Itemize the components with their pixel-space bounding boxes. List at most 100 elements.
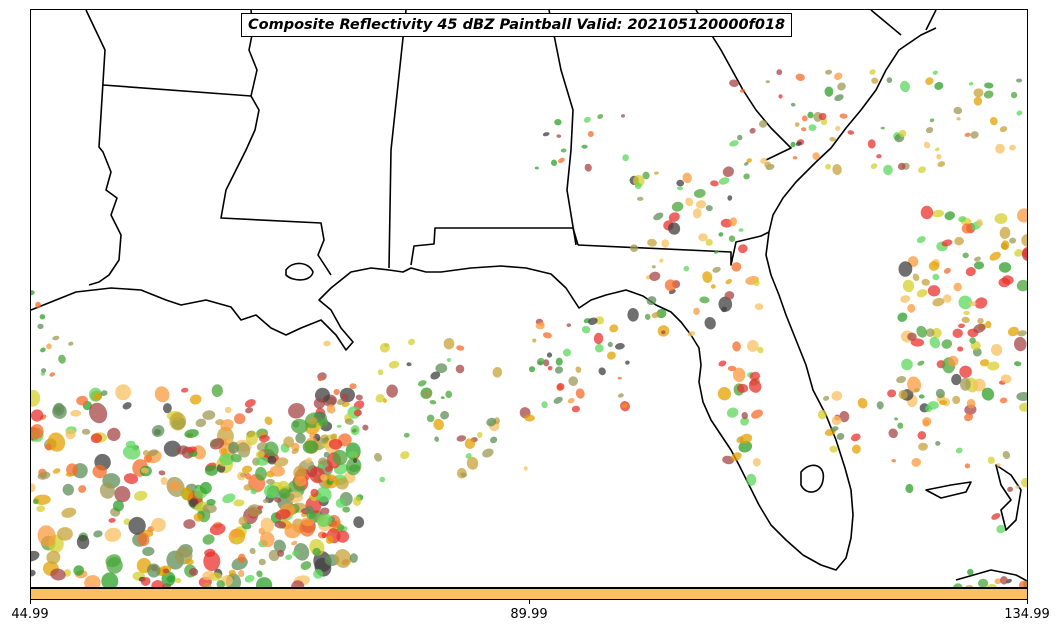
storm-cell [702,271,713,283]
storm-cell [219,453,234,466]
storm-cell [606,351,616,360]
storm-cell [258,558,266,566]
storm-cell [52,468,61,474]
storm-cell [1002,450,1011,460]
storm-cell [1015,485,1020,489]
storm-cell [973,323,986,333]
storm-cell [1014,361,1022,367]
storm-cell [880,126,885,130]
storm-cell [39,314,46,320]
storm-cell [284,523,302,539]
storm-cell [482,448,494,458]
storm-cell [417,380,427,387]
storm-cell [894,417,899,421]
storm-cell [939,400,948,406]
storm-cell [726,407,739,418]
storm-cell [617,393,624,398]
storm-cell [746,339,759,352]
storm-cell [901,358,913,371]
storm-cell [238,516,248,526]
storm-cell [970,131,979,139]
storm-cell [720,218,733,228]
storm-cell [961,223,973,234]
storm-cell [202,534,215,545]
storm-cell [237,471,246,481]
storm-cell [898,129,907,138]
storm-cell [1000,576,1008,585]
storm-cell [310,488,319,498]
lake-okeechobee [800,464,825,493]
storm-cell [275,509,291,520]
storm-cell [765,80,770,84]
storm-cell [546,352,553,358]
storm-cell [168,480,182,491]
storm-cell [687,331,696,337]
storm-cell [710,180,719,187]
storm-cell [65,428,76,440]
storm-cell [568,376,579,386]
storm-cell [829,445,838,453]
storm-cell [318,463,323,469]
storm-cell [174,577,182,584]
storm-cell [581,325,591,334]
storm-cell [162,403,172,414]
storm-cell [264,416,273,426]
storm-cell [913,388,920,393]
storm-cell [929,336,941,349]
storm-cell [989,251,1001,261]
storm-cell [446,357,452,363]
map-canvas [31,10,1027,587]
storm-cell [228,441,239,454]
storm-cell [917,431,927,440]
storm-cell [556,134,562,138]
storm-cell [244,472,252,480]
storm-cell [1021,234,1027,247]
storm-cell [362,424,369,431]
storm-cell [954,236,964,246]
storm-cell [931,327,942,339]
storm-cell [455,364,465,374]
storm-cell [528,366,536,373]
storm-cell [456,435,467,442]
storm-cell [406,362,412,367]
storm-cell [760,157,767,164]
storm-cell [996,524,1006,534]
storm-cell [329,476,336,482]
storm-cell [714,250,719,254]
storm-cell [808,124,817,132]
storm-cell [325,535,334,544]
storm-cell [795,73,805,81]
storm-cell [728,235,736,242]
storm-cell [897,312,908,322]
storm-cell [867,139,876,149]
storm-cell [634,182,642,190]
storm-cell [143,454,153,463]
border-texas-louisiana [85,10,122,286]
storm-cell [792,156,798,160]
storm-cell [195,418,207,428]
storm-cell [995,143,1005,154]
storm-cell [542,332,552,339]
storm-cell [729,140,739,147]
storm-cell [593,332,604,345]
storm-cell [725,278,732,285]
storm-cell [486,417,497,427]
storm-cell [987,456,995,464]
storm-cell [346,457,362,476]
storm-cell [31,389,41,407]
storm-cell [264,441,279,458]
storm-cell [279,488,291,499]
storm-cell [732,367,746,382]
storm-cell [944,211,955,221]
storm-cell [871,77,879,84]
storm-cell [560,148,567,153]
storm-cell [936,154,942,160]
storm-cell [460,472,467,478]
storm-cell [741,412,748,420]
storm-cell [902,279,915,293]
storm-cell [73,565,85,576]
storm-cell [951,373,962,386]
storm-cell [607,341,613,348]
storm-cell [664,279,677,292]
storm-cell [922,419,930,427]
